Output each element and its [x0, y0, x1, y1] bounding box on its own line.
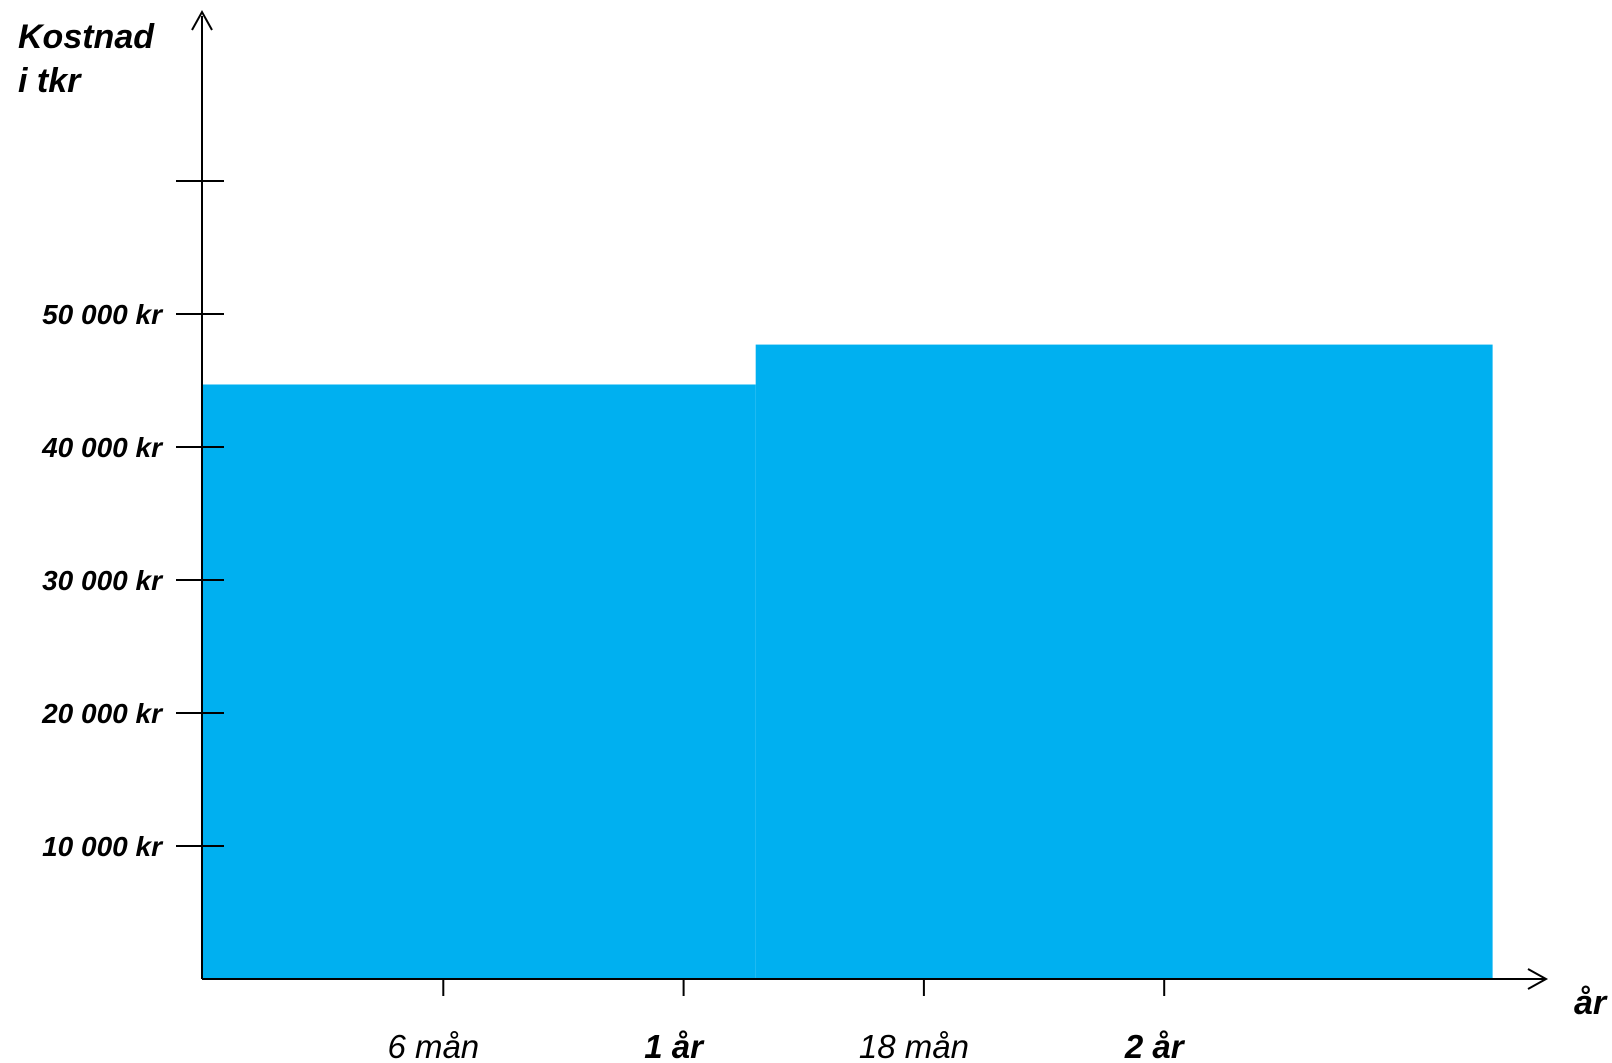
x-tick-label: 6 mån — [387, 1028, 479, 1063]
y-tick-label: 20 000 kr — [41, 698, 164, 729]
x-axis-arrowhead — [1527, 968, 1549, 990]
x-tick-group: 6 mån 1 år 18 mån 2 år — [387, 979, 1186, 1063]
cost-segment-1 — [203, 384, 756, 979]
x-axis-title: år — [1574, 984, 1608, 1022]
y-axis-title-line-2: i tkr — [18, 62, 82, 100]
y-tick-label: 40 000 kr — [41, 432, 164, 463]
y-tick-label: 30 000 kr — [42, 565, 164, 596]
y-axis-title-line-1: Kostnad — [18, 18, 155, 56]
cost-segment-2 — [755, 344, 1493, 980]
y-axis-arrowhead — [191, 9, 213, 31]
y-tick-label: 10 000 kr — [42, 831, 164, 862]
y-tick-label: 50 000 kr — [42, 299, 164, 330]
x-tick-label: 18 mån — [859, 1028, 969, 1063]
x-tick-label: 2 år — [1124, 1028, 1186, 1063]
y-tick-group: 10 000 kr 20 000 kr 30 000 kr 40 000 kr 50 0… — [41, 180, 224, 862]
cost-area-group — [203, 344, 1493, 980]
x-tick-label: 1 år — [644, 1028, 705, 1063]
